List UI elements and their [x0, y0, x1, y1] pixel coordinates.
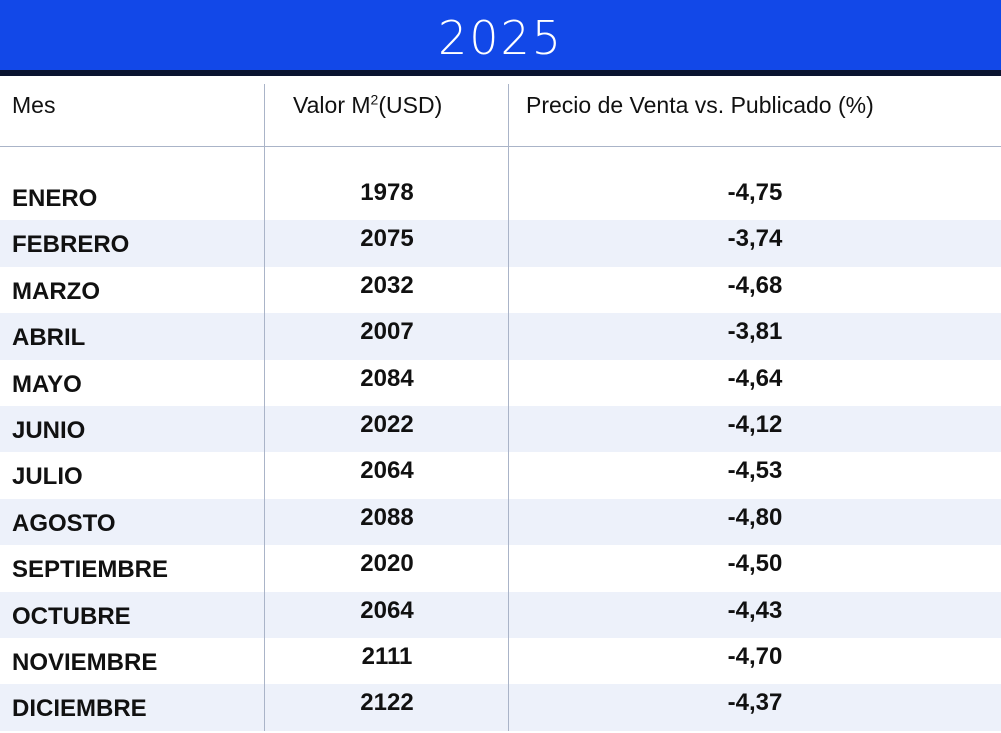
- banner-divider: [0, 70, 1001, 76]
- cell-pct: -4,50: [727, 550, 783, 578]
- cell-pct: -4,70: [727, 642, 783, 670]
- column-divider-2: [508, 84, 509, 731]
- cell-value: 2122: [360, 689, 414, 717]
- table-row: AGOSTO 2088 -4,80: [0, 498, 1001, 546]
- table-row: JULIO 2064 -4,53: [0, 452, 1001, 498]
- cell-value: 2007: [360, 318, 414, 346]
- cell-month: SEPTIEMBRE: [12, 556, 169, 584]
- table-row: SEPTIEMBRE 2020 -4,50: [0, 545, 1001, 591]
- page-title: 2025: [437, 11, 564, 65]
- table-row: OCTUBRE 2064 -4,43: [0, 591, 1001, 638]
- cell-value: 2075: [360, 225, 414, 253]
- cell-month: ABRIL: [12, 324, 86, 352]
- table-row: DICIEMBRE 2122 -4,37: [0, 684, 1001, 731]
- cell-value: 2088: [360, 503, 414, 531]
- table-row: ABRIL 2007 -3,81: [0, 313, 1001, 360]
- cell-value: 2022: [360, 410, 414, 438]
- cell-value: 2020: [360, 550, 414, 578]
- cell-value: 2111: [361, 642, 413, 670]
- cell-value: 2032: [360, 271, 414, 299]
- cell-month: DICIEMBRE: [12, 695, 147, 723]
- cell-month: JUNIO: [12, 416, 86, 444]
- cell-pct: -3,81: [727, 318, 783, 346]
- table-row: FEBRERO 2075 -3,74: [0, 220, 1001, 267]
- cell-pct: -4,12: [727, 410, 783, 438]
- cell-month: JULIO: [12, 463, 83, 491]
- cell-month: AGOSTO: [12, 509, 116, 537]
- header-value: Valor M2(USD): [293, 92, 442, 119]
- cell-pct: -4,43: [727, 596, 783, 624]
- cell-pct: -4,75: [727, 179, 783, 206]
- cell-pct: -3,74: [727, 225, 783, 253]
- cell-month: ENERO: [12, 185, 98, 212]
- header-month: Mes: [12, 92, 56, 118]
- table-row: MAYO 2084 -4,64: [0, 360, 1001, 406]
- cell-pct: -4,68: [727, 271, 783, 299]
- table-body: ENERO 1978 -4,75 FEBRERO 2075 -3,74 MARZO 2032 -…: [0, 174, 1001, 731]
- cell-month: MARZO: [12, 277, 100, 305]
- cell-month: FEBRERO: [12, 231, 130, 259]
- header-value-prefix: Valor M: [293, 92, 371, 118]
- table-row: MARZO 2032 -4,68: [0, 267, 1001, 313]
- cell-value: 2064: [360, 596, 414, 624]
- table-row: ENERO 1978 -4,75: [0, 174, 1001, 220]
- cell-month: MAYO: [12, 370, 82, 398]
- header-pct: Precio de Venta vs. Publicado (%): [526, 92, 874, 118]
- cell-pct: -4,64: [727, 364, 783, 392]
- cell-pct: -4,80: [727, 503, 783, 531]
- header-value-suffix: (USD): [378, 92, 443, 118]
- cell-value: 2064: [360, 457, 414, 485]
- cell-value: 1978: [360, 179, 414, 206]
- column-divider-1: [264, 84, 265, 731]
- table-row: JUNIO 2022 -4,12: [0, 405, 1001, 453]
- cell-month: NOVIEMBRE: [12, 648, 158, 676]
- header-value-exponent: 2: [370, 91, 379, 108]
- cell-pct: -4,53: [727, 457, 783, 485]
- cell-month: OCTUBRE: [12, 602, 131, 630]
- cell-pct: -4,37: [727, 689, 783, 717]
- header-divider: [0, 146, 1001, 147]
- cell-value: 2084: [360, 364, 414, 392]
- title-banner: 2025: [0, 0, 1001, 72]
- table-row: NOVIEMBRE 2111 -4,70: [0, 638, 1001, 684]
